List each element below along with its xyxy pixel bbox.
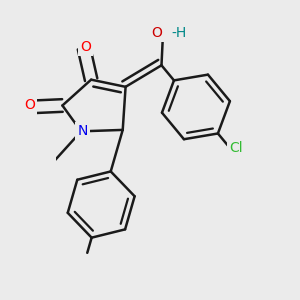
Text: O: O bbox=[80, 40, 91, 54]
Text: O: O bbox=[24, 98, 35, 112]
Text: -H: -H bbox=[171, 26, 186, 40]
Text: O: O bbox=[152, 26, 163, 40]
Text: N: N bbox=[77, 124, 88, 138]
Text: Cl: Cl bbox=[229, 141, 243, 155]
